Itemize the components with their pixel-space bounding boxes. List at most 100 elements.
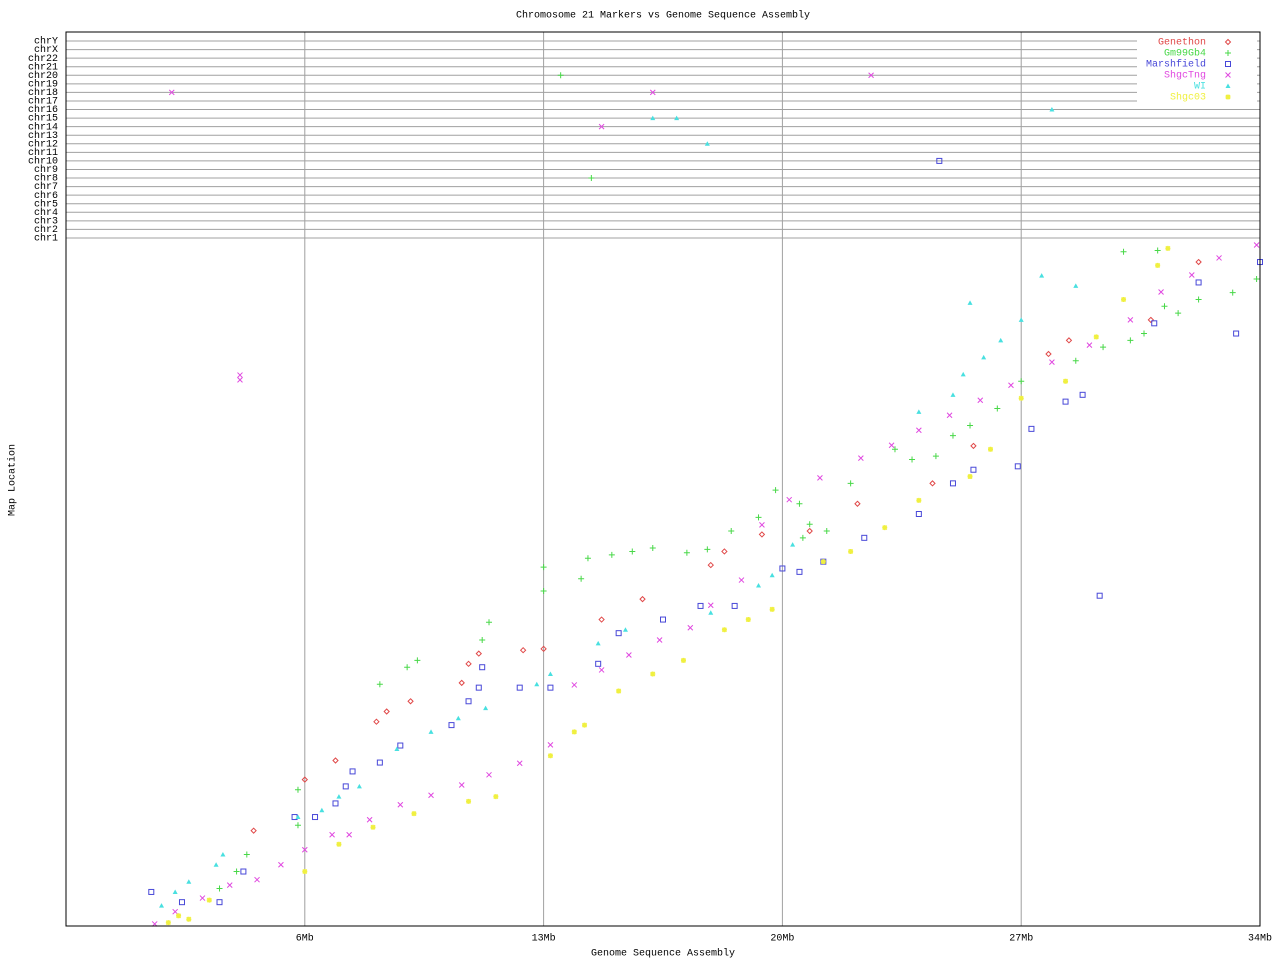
marker [660, 616, 666, 623]
marker [1195, 296, 1202, 303]
chr-row-label: chr14 [28, 121, 58, 133]
marker [199, 895, 206, 901]
marker [656, 637, 663, 643]
chr-row-label: chr20 [28, 70, 58, 82]
x-tick-label: 13Mb [532, 933, 556, 945]
plot-frame [65, 31, 1261, 927]
marker [998, 337, 1004, 343]
marker [301, 846, 308, 853]
marker [332, 800, 339, 807]
marker [159, 903, 165, 908]
marker [1062, 398, 1069, 405]
marker [1093, 334, 1099, 340]
marker [595, 640, 601, 646]
marker [1224, 38, 1232, 46]
marker [165, 920, 171, 926]
marker [707, 602, 714, 609]
marker [486, 619, 493, 626]
chr-row-label: chr5 [34, 198, 58, 210]
marker [1014, 463, 1021, 470]
marker [929, 480, 936, 487]
marker [237, 372, 243, 378]
marker [796, 500, 803, 507]
marker [1018, 395, 1024, 401]
marker [582, 722, 588, 728]
marker [882, 525, 888, 531]
marker [547, 742, 554, 748]
marker [240, 868, 247, 875]
marker [932, 453, 939, 460]
marker [475, 650, 482, 657]
marker [148, 888, 155, 895]
marker [755, 514, 762, 521]
marker [237, 376, 243, 383]
marker [970, 466, 977, 473]
marker [598, 667, 605, 673]
marker [728, 528, 735, 535]
marker [704, 546, 711, 553]
marker [854, 500, 861, 507]
marker [493, 794, 499, 800]
marker [772, 487, 779, 494]
marker [294, 822, 301, 829]
marker [226, 882, 233, 888]
marker [1100, 344, 1107, 351]
marker [806, 527, 813, 535]
marker [769, 572, 775, 578]
legend-label: ShgcTng [1164, 70, 1206, 82]
marker [1086, 342, 1093, 348]
marker [949, 480, 956, 487]
marker [336, 841, 342, 847]
x-tick-label: 34Mb [1248, 933, 1272, 945]
marker [683, 549, 690, 556]
marker [370, 824, 376, 830]
chr-row-label: chr18 [28, 87, 58, 99]
marker [312, 814, 319, 821]
chr-row-label: chr3 [34, 216, 58, 228]
marker [847, 480, 854, 487]
marker [479, 664, 486, 671]
x-tick-label: 6Mb [296, 933, 314, 945]
marker [626, 652, 632, 658]
marker [475, 684, 482, 691]
marker [595, 660, 602, 667]
marker [1151, 320, 1158, 327]
marker [858, 455, 864, 462]
grid [66, 32, 1261, 926]
chr-row-label: chr8 [34, 173, 58, 185]
chr-row-label: chr2 [34, 224, 58, 236]
marker [294, 786, 301, 793]
marker [373, 718, 380, 725]
marker [332, 757, 339, 764]
chr-row-label: chr12 [28, 138, 58, 150]
chr-row-label: chr1 [34, 233, 58, 245]
marker [650, 115, 656, 121]
marker [466, 798, 472, 804]
marker [168, 89, 175, 96]
marker [547, 684, 554, 691]
marker [758, 531, 766, 538]
marker [1225, 50, 1231, 56]
legend-label: Shgc03 [1170, 92, 1206, 104]
marker [1216, 255, 1222, 261]
marker [1008, 382, 1014, 389]
marker [680, 657, 686, 663]
marker [213, 862, 219, 867]
marker [649, 545, 656, 552]
marker [250, 827, 257, 834]
marker [216, 885, 223, 892]
marker [861, 534, 868, 541]
marker [987, 446, 994, 452]
marker [790, 542, 796, 547]
marker [1229, 289, 1236, 296]
marker [960, 371, 966, 377]
marker [786, 496, 793, 503]
marker [1225, 72, 1231, 78]
marker [950, 392, 956, 397]
marker [295, 814, 301, 820]
marker [868, 72, 874, 79]
marker [1161, 303, 1168, 310]
marker [588, 175, 595, 182]
marker [1049, 359, 1055, 365]
